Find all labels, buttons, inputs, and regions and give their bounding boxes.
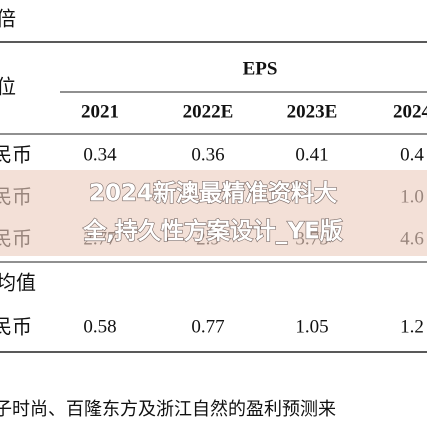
cell: 0.34 [83, 144, 117, 165]
cell: 0.36 [191, 144, 224, 165]
column-header: 2022E [183, 101, 234, 122]
group-header: EPS [243, 58, 278, 79]
banner-bg [0, 170, 427, 256]
row-label: 民币 [0, 315, 32, 339]
cell: 1.2 [400, 316, 424, 337]
row-label: 民币 [0, 143, 32, 167]
cell: 0.41 [295, 144, 328, 165]
cell: 0.4 [400, 144, 424, 165]
banner-text: 全,持久性方案设计_YE版 [82, 218, 343, 245]
footnote: 子时尚、百隆东方及浙江自然的盈利预测来 [0, 399, 336, 420]
cell: 1.05 [295, 316, 328, 337]
banner-text: 2024新澳最精准资料大 [89, 180, 337, 207]
section-label: 均值 [0, 271, 36, 295]
cell: 0.58 [83, 316, 116, 337]
unit-label: 位 [0, 75, 16, 99]
top-label: 倍 [0, 7, 16, 31]
column-header: 2024 [393, 101, 427, 122]
column-header: 2023E [287, 101, 338, 122]
column-header: 2021 [81, 101, 119, 122]
cell: 0.77 [191, 316, 224, 337]
